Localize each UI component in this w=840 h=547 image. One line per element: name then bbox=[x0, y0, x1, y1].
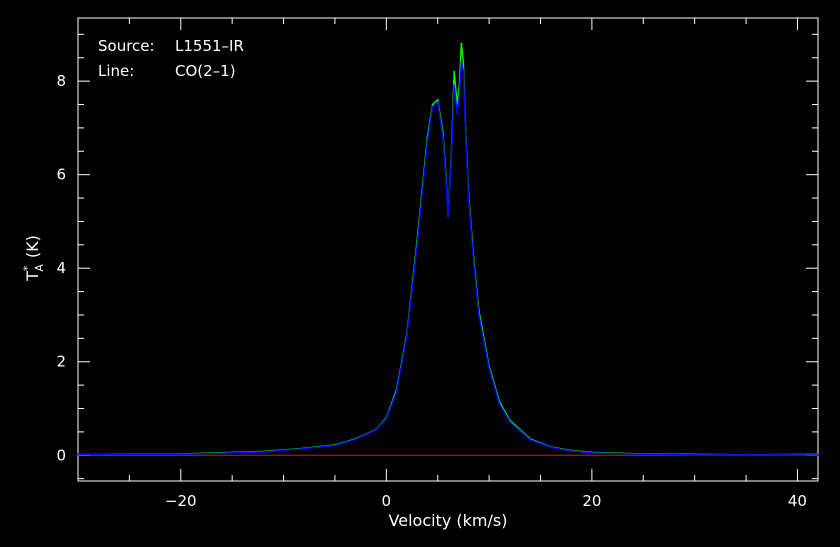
data-point bbox=[375, 429, 377, 431]
y-label-sup: * bbox=[21, 265, 34, 271]
x-tick-label: 0 bbox=[382, 492, 392, 510]
axis-ticks bbox=[77, 18, 818, 481]
data-point bbox=[406, 335, 408, 337]
x-tick-label: −20 bbox=[165, 492, 197, 510]
line-value: CO(2–1) bbox=[175, 62, 236, 80]
plot-frame bbox=[77, 17, 819, 482]
data-point bbox=[464, 131, 467, 134]
data-point bbox=[453, 84, 456, 87]
data-point bbox=[467, 197, 470, 200]
series-blue-line bbox=[78, 61, 818, 456]
data-point bbox=[477, 314, 480, 316]
line-label: Line: bbox=[98, 62, 134, 80]
source-value: L1551–IR bbox=[175, 37, 244, 55]
data-point bbox=[462, 61, 465, 64]
data-point bbox=[334, 444, 336, 447]
tick-labels: −20 0 20 40 0 2 4 6 8 bbox=[56, 72, 807, 510]
data-point bbox=[529, 438, 532, 441]
y-tick-label: 6 bbox=[56, 166, 66, 184]
data-point bbox=[488, 367, 490, 370]
data-point bbox=[498, 402, 501, 405]
source-label: Source: bbox=[98, 37, 155, 55]
y-tick-label: 0 bbox=[56, 446, 66, 464]
data-point bbox=[262, 451, 264, 453]
data-point bbox=[426, 141, 429, 143]
data-point bbox=[549, 446, 552, 449]
data-point bbox=[570, 450, 573, 452]
data-point bbox=[303, 447, 305, 450]
data-point bbox=[416, 243, 419, 246]
data-point bbox=[458, 94, 461, 97]
y-tick-label: 4 bbox=[56, 259, 66, 277]
data-point bbox=[472, 262, 475, 265]
data-point bbox=[462, 70, 465, 73]
data-point bbox=[460, 61, 463, 64]
data-point bbox=[447, 215, 449, 218]
data-point bbox=[385, 417, 388, 420]
y-tick-label: 8 bbox=[56, 72, 66, 90]
data-point bbox=[445, 178, 447, 181]
data-point bbox=[693, 453, 696, 456]
x-tick-label: 20 bbox=[582, 492, 601, 510]
data-point bbox=[436, 101, 439, 104]
data-point bbox=[431, 106, 434, 108]
y-axis-label: T*A (K) bbox=[21, 235, 46, 282]
data-point bbox=[642, 453, 645, 456]
data-point bbox=[395, 391, 398, 393]
data-point bbox=[745, 453, 747, 456]
data-point bbox=[354, 438, 357, 441]
data-point bbox=[460, 42, 463, 45]
data-point bbox=[817, 453, 819, 456]
data-point bbox=[591, 452, 593, 454]
x-tick-label: 40 bbox=[788, 492, 807, 510]
x-axis-label: Velocity (km/s) bbox=[389, 511, 508, 530]
data-point bbox=[77, 453, 79, 456]
data-point bbox=[456, 113, 459, 115]
y-label-main: T bbox=[23, 271, 42, 282]
svg-text:T*A(K): T*A (K) bbox=[21, 235, 46, 282]
y-label-unit: (K) bbox=[23, 235, 42, 258]
data-point bbox=[450, 164, 452, 167]
y-label-sub: A bbox=[33, 264, 46, 272]
data-point bbox=[508, 420, 511, 423]
data-point bbox=[431, 103, 434, 106]
data-point bbox=[453, 70, 456, 73]
plot-border bbox=[77, 17, 819, 482]
data-point bbox=[442, 136, 444, 139]
series-lines bbox=[77, 42, 819, 456]
data-point bbox=[436, 98, 439, 101]
y-tick-label: 2 bbox=[56, 353, 66, 371]
data-point bbox=[179, 453, 182, 456]
